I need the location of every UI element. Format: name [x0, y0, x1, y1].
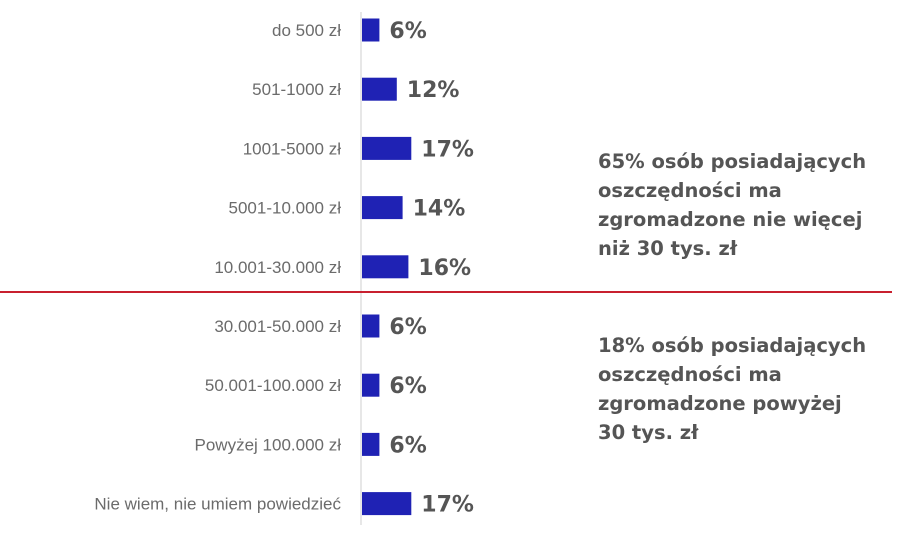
- value-label: 16%: [418, 256, 471, 281]
- bar: [362, 314, 380, 338]
- bar: [362, 196, 403, 220]
- category-label: 5001-10.000 zł: [229, 199, 342, 218]
- value-label: 6%: [389, 374, 426, 399]
- category-label: 50.001-100.000 zł: [205, 376, 341, 395]
- category-label: Powyżej 100.000 zł: [195, 435, 342, 454]
- category-label: do 500 zł: [272, 21, 341, 40]
- value-label: 17%: [421, 137, 474, 162]
- bar: [362, 492, 412, 516]
- value-label: 14%: [413, 197, 466, 222]
- bar: [362, 136, 412, 160]
- annotation-up-to-30k: 65% osób posiadających oszczędności ma z…: [598, 150, 867, 260]
- bar: [362, 432, 380, 456]
- category-label: 30.001-50.000 zł: [214, 317, 341, 336]
- value-label: 6%: [389, 315, 426, 340]
- value-label: 6%: [389, 19, 426, 44]
- bar: [362, 373, 380, 397]
- value-label: 12%: [407, 78, 460, 103]
- category-label: 501-1000 zł: [252, 80, 341, 99]
- annotation-above-30k: 18% osób posiadających oszczędności ma z…: [598, 334, 867, 444]
- value-label: 17%: [421, 493, 474, 518]
- bars-layer: do 500 zł 6% 501-1000 zł 12% 1001-5000 zł 17%…: [94, 18, 474, 518]
- bar: [362, 18, 380, 42]
- category-label: 1001-5000 zł: [243, 139, 342, 158]
- bar: [362, 255, 409, 279]
- category-label: 10.001-30.000 zł: [214, 258, 341, 277]
- value-label: 6%: [389, 433, 426, 458]
- category-label: Nie wiem, nie umiem powiedzieć: [94, 495, 341, 514]
- bar: [362, 77, 397, 101]
